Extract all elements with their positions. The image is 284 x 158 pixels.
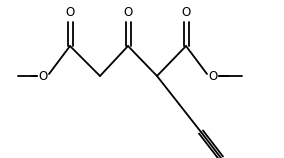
- Text: O: O: [38, 70, 48, 82]
- Text: O: O: [181, 6, 191, 19]
- Text: O: O: [208, 70, 218, 82]
- Text: O: O: [123, 6, 133, 19]
- Text: O: O: [65, 6, 75, 19]
